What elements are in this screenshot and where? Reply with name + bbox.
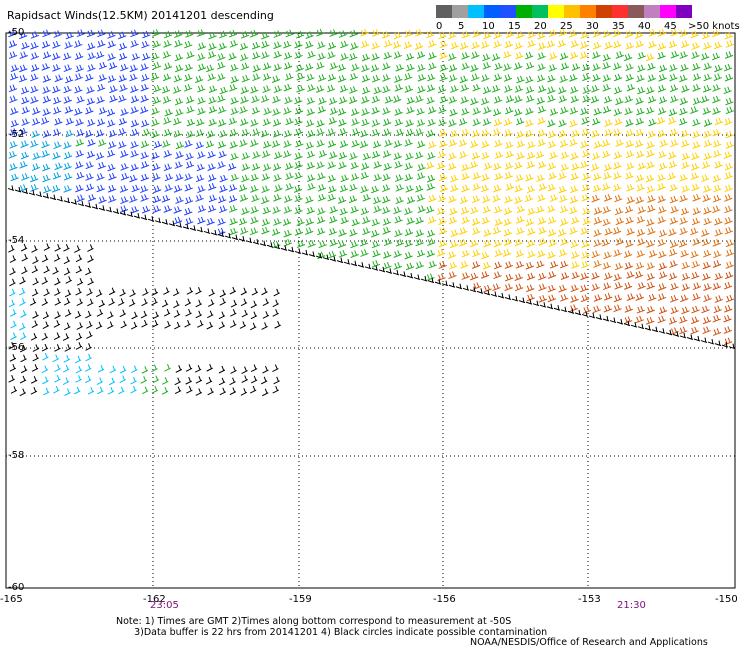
scale-label: 25	[560, 21, 573, 32]
scale-label: 45	[664, 21, 677, 32]
map-title: Rapidsact Winds(12.5KM) 20141201 descend…	[7, 9, 274, 22]
scale-label: 20	[534, 21, 547, 32]
latitude-label: -52	[8, 129, 25, 140]
scale-swatch	[580, 5, 596, 18]
latitude-label: -56	[8, 342, 25, 353]
scale-swatch	[516, 5, 532, 18]
longitude-label: -156	[433, 594, 456, 605]
longitude-label: -162	[143, 594, 166, 605]
footnote: Note: 1) Times are GMT 2)Times along bot…	[116, 616, 548, 638]
scale-swatch	[660, 5, 676, 18]
scale-swatch	[468, 5, 484, 18]
scale-swatch	[452, 5, 468, 18]
map-frame	[5, 32, 736, 589]
scale-label: 5	[458, 21, 465, 32]
scale-swatch	[644, 5, 660, 18]
longitude-label: -159	[289, 594, 312, 605]
scale-label: 40	[638, 21, 651, 32]
scale-swatch	[532, 5, 548, 18]
scale-swatch	[500, 5, 516, 18]
scale-swatch	[596, 5, 612, 18]
time-label: 23:05	[150, 600, 179, 611]
longitude-label: -165	[0, 594, 23, 605]
scale-swatch	[484, 5, 500, 18]
scale-swatch	[612, 5, 628, 18]
scale-swatch	[628, 5, 644, 18]
time-label: 21:30	[617, 600, 646, 611]
longitude-label: -153	[578, 594, 601, 605]
credit-line: NOAA/NESDIS/Office of Research and Appli…	[470, 637, 708, 648]
latitude-label: -58	[8, 450, 25, 461]
latitude-label: -54	[8, 235, 25, 246]
scale-label: 0	[436, 21, 443, 32]
scale-swatch	[564, 5, 580, 18]
scale-swatch	[676, 5, 692, 18]
latitude-label: -50	[8, 27, 25, 38]
scale-swatch	[436, 5, 452, 18]
scale-label: 15	[508, 21, 521, 32]
longitude-label: -150	[715, 594, 738, 605]
scale-label: 30	[586, 21, 599, 32]
latitude-label: -60	[8, 582, 25, 593]
scale-label: >50 knots	[688, 21, 740, 32]
scale-label: 35	[612, 21, 625, 32]
scale-swatch	[548, 5, 564, 18]
wind-barbs	[7, 28, 736, 397]
scale-label: 10	[482, 21, 495, 32]
lat-lon-grid	[6, 33, 735, 588]
